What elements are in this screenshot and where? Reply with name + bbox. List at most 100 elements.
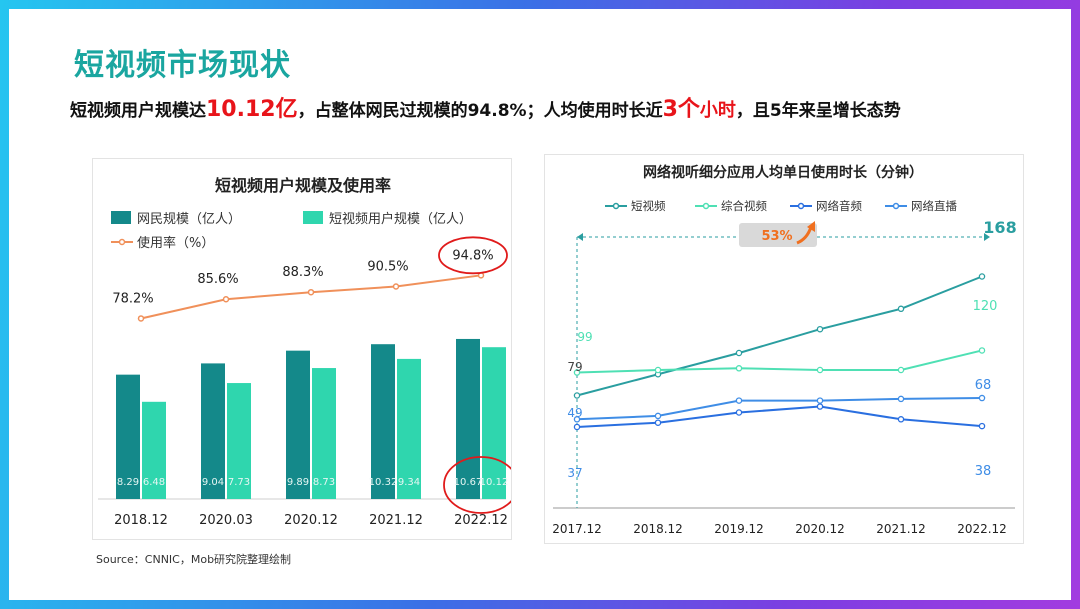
usage-rate-label: 85.6% bbox=[197, 272, 238, 287]
usage-rate-point bbox=[392, 283, 400, 290]
range-arrow-left bbox=[577, 233, 583, 241]
series-point-1 bbox=[573, 369, 581, 376]
usage-rate-label: 78.2% bbox=[112, 291, 153, 306]
bar-label-netizens: 9.04 bbox=[202, 477, 224, 488]
bar-label-shortvideo-users: 10.12 bbox=[480, 477, 509, 488]
series-end-label-1: 120 bbox=[973, 299, 998, 314]
right-chart-legend: 短视频 综合视频 网络音频 网络直播 bbox=[605, 199, 957, 213]
bar-label-shortvideo-users: 9.34 bbox=[398, 477, 420, 488]
legend-swatch-netizens bbox=[111, 211, 131, 224]
series-line-3 bbox=[576, 397, 983, 421]
slide-subtitle: 短视频用户规模达10.12亿，占整体网民过规模的94.8%；人均使用时长近3个小… bbox=[70, 91, 901, 123]
range-arrow-right bbox=[984, 233, 990, 241]
series-point-3 bbox=[897, 395, 905, 403]
series-point-3 bbox=[573, 416, 581, 423]
subtitle-part1: 短视频用户规模达 bbox=[70, 101, 206, 121]
bar-shortvideo-users bbox=[482, 347, 506, 499]
series-start-label-2: 37 bbox=[567, 466, 582, 480]
user-scale-chart-card: 短视频用户规模及使用率 网民规模（亿人） 短视频用户规模（亿人） 使用率（%） … bbox=[92, 158, 519, 540]
legend-label-usage-rate: 使用率（%） bbox=[137, 235, 214, 251]
right-plot-area: 2017.12 2018.12 2019.12 2020.12 2021.12 2022.… bbox=[552, 218, 1017, 536]
series-point-0 bbox=[816, 325, 824, 333]
series-point-3 bbox=[978, 394, 986, 402]
bar-netizens bbox=[201, 363, 225, 499]
series-point-2 bbox=[573, 423, 581, 431]
bar-shortvideo-users bbox=[312, 368, 336, 499]
series-point-1 bbox=[897, 366, 905, 374]
legend-swatch-shortvideo-users bbox=[303, 211, 323, 224]
series-point-3 bbox=[816, 397, 824, 404]
x-tick-label: 2021.12 bbox=[876, 522, 926, 536]
bar-netizens bbox=[116, 374, 140, 499]
x-tick-label: 2018.12 bbox=[633, 522, 683, 536]
legend-label-shortvideo-users: 短视频用户规模（亿人） bbox=[329, 211, 472, 227]
series-point-0 bbox=[735, 349, 743, 357]
legend-marker-3 bbox=[892, 202, 900, 210]
legend-label-3: 网络直播 bbox=[911, 199, 957, 213]
left-plot-area: 8.29 6.48 2018.12 9.04 7.73 2020.03 9.89 8.73 20… bbox=[98, 236, 519, 528]
subtitle-highlight-users: 10.12亿 bbox=[206, 97, 298, 122]
series-point-1 bbox=[816, 366, 824, 374]
legend-marker-0 bbox=[612, 202, 620, 210]
usage-time-chart: 网络视听细分应用人均单日使用时长（分钟） 短视频 综合视频 网络音频 网络直播 201… bbox=[552, 164, 1017, 536]
series-point-2 bbox=[654, 419, 662, 426]
series-point-0 bbox=[573, 392, 581, 399]
usage-time-chart-card: 网络视听细分应用人均单日使用时长（分钟） 短视频 综合视频 网络音频 网络直播 201… bbox=[544, 154, 1024, 544]
x-tick-label: 2020.12 bbox=[284, 513, 338, 528]
legend-label-2: 网络音频 bbox=[816, 199, 862, 213]
legend-label-netizens: 网民规模（亿人） bbox=[137, 212, 241, 227]
annotation-circle-rate bbox=[438, 236, 508, 275]
series-point-3 bbox=[735, 397, 743, 404]
series-start-label-3: 49 bbox=[567, 406, 582, 420]
usage-rate-label: 94.8% bbox=[452, 248, 493, 263]
growth-arrowhead bbox=[807, 221, 815, 232]
bar-shortvideo-users bbox=[227, 383, 251, 499]
subtitle-part2: ，占整体网民过规模的94.8%；人均使用时长近 bbox=[297, 101, 663, 121]
bar-netizens bbox=[456, 338, 480, 499]
x-tick-label: 2022.12 bbox=[957, 522, 1007, 536]
legend-marker-2 bbox=[797, 202, 805, 210]
usage-rate-point bbox=[307, 288, 315, 296]
bar-shortvideo-users bbox=[397, 358, 421, 499]
x-tick-label: 2020.12 bbox=[795, 522, 845, 536]
series-point-1 bbox=[654, 366, 662, 374]
series-end-label-2: 38 bbox=[975, 464, 992, 479]
series-point-2 bbox=[978, 422, 986, 430]
series-end-label-3: 68 bbox=[975, 378, 992, 393]
page-title: 短视频市场现状 bbox=[74, 48, 291, 83]
legend-marker-1 bbox=[702, 202, 710, 210]
growth-annotation-box bbox=[739, 223, 817, 247]
x-tick-label: 2017.12 bbox=[552, 522, 602, 536]
bar-label-shortvideo-users: 8.73 bbox=[313, 477, 335, 488]
bar-label-shortvideo-users: 7.73 bbox=[228, 477, 250, 488]
bar-label-netizens: 10.67 bbox=[454, 477, 483, 488]
legend-label-1: 综合视频 bbox=[721, 199, 767, 213]
bar-label-netizens: 9.89 bbox=[287, 477, 309, 488]
bar-label-shortvideo-users: 6.48 bbox=[143, 477, 165, 488]
growth-annotation-label: 53% bbox=[761, 229, 792, 244]
series-point-2 bbox=[816, 403, 824, 410]
series-point-3 bbox=[654, 412, 662, 420]
legend-label-0: 短视频 bbox=[631, 199, 666, 213]
series-point-0 bbox=[897, 305, 905, 313]
usage-rate-label: 90.5% bbox=[367, 260, 408, 275]
series-point-2 bbox=[735, 409, 743, 416]
usage-rate-line bbox=[140, 274, 482, 320]
x-tick-label: 2019.12 bbox=[714, 522, 764, 536]
series-point-1 bbox=[978, 347, 986, 354]
bar-shortvideo-users bbox=[142, 401, 166, 499]
left-chart-title: 短视频用户规模及使用率 bbox=[215, 176, 391, 195]
bar-label-netizens: 10.32 bbox=[369, 477, 398, 488]
x-tick-label: 2021.12 bbox=[369, 513, 423, 528]
right-chart-title: 网络视听细分应用人均单日使用时长（分钟） bbox=[643, 164, 923, 181]
series-point-2 bbox=[897, 416, 905, 423]
series-line-1 bbox=[576, 349, 983, 374]
usage-rate-point bbox=[137, 315, 145, 322]
bar-label-netizens: 8.29 bbox=[117, 477, 139, 488]
series-line-2 bbox=[576, 405, 983, 428]
x-tick-label: 2020.03 bbox=[199, 513, 253, 528]
subtitle-highlight-hours-num: 3个 bbox=[662, 97, 700, 122]
usage-rate-label: 88.3% bbox=[282, 265, 323, 280]
source-note: Source：CNNIC，Mob研究院整理绘制 bbox=[96, 553, 292, 566]
bar-netizens bbox=[286, 350, 310, 499]
